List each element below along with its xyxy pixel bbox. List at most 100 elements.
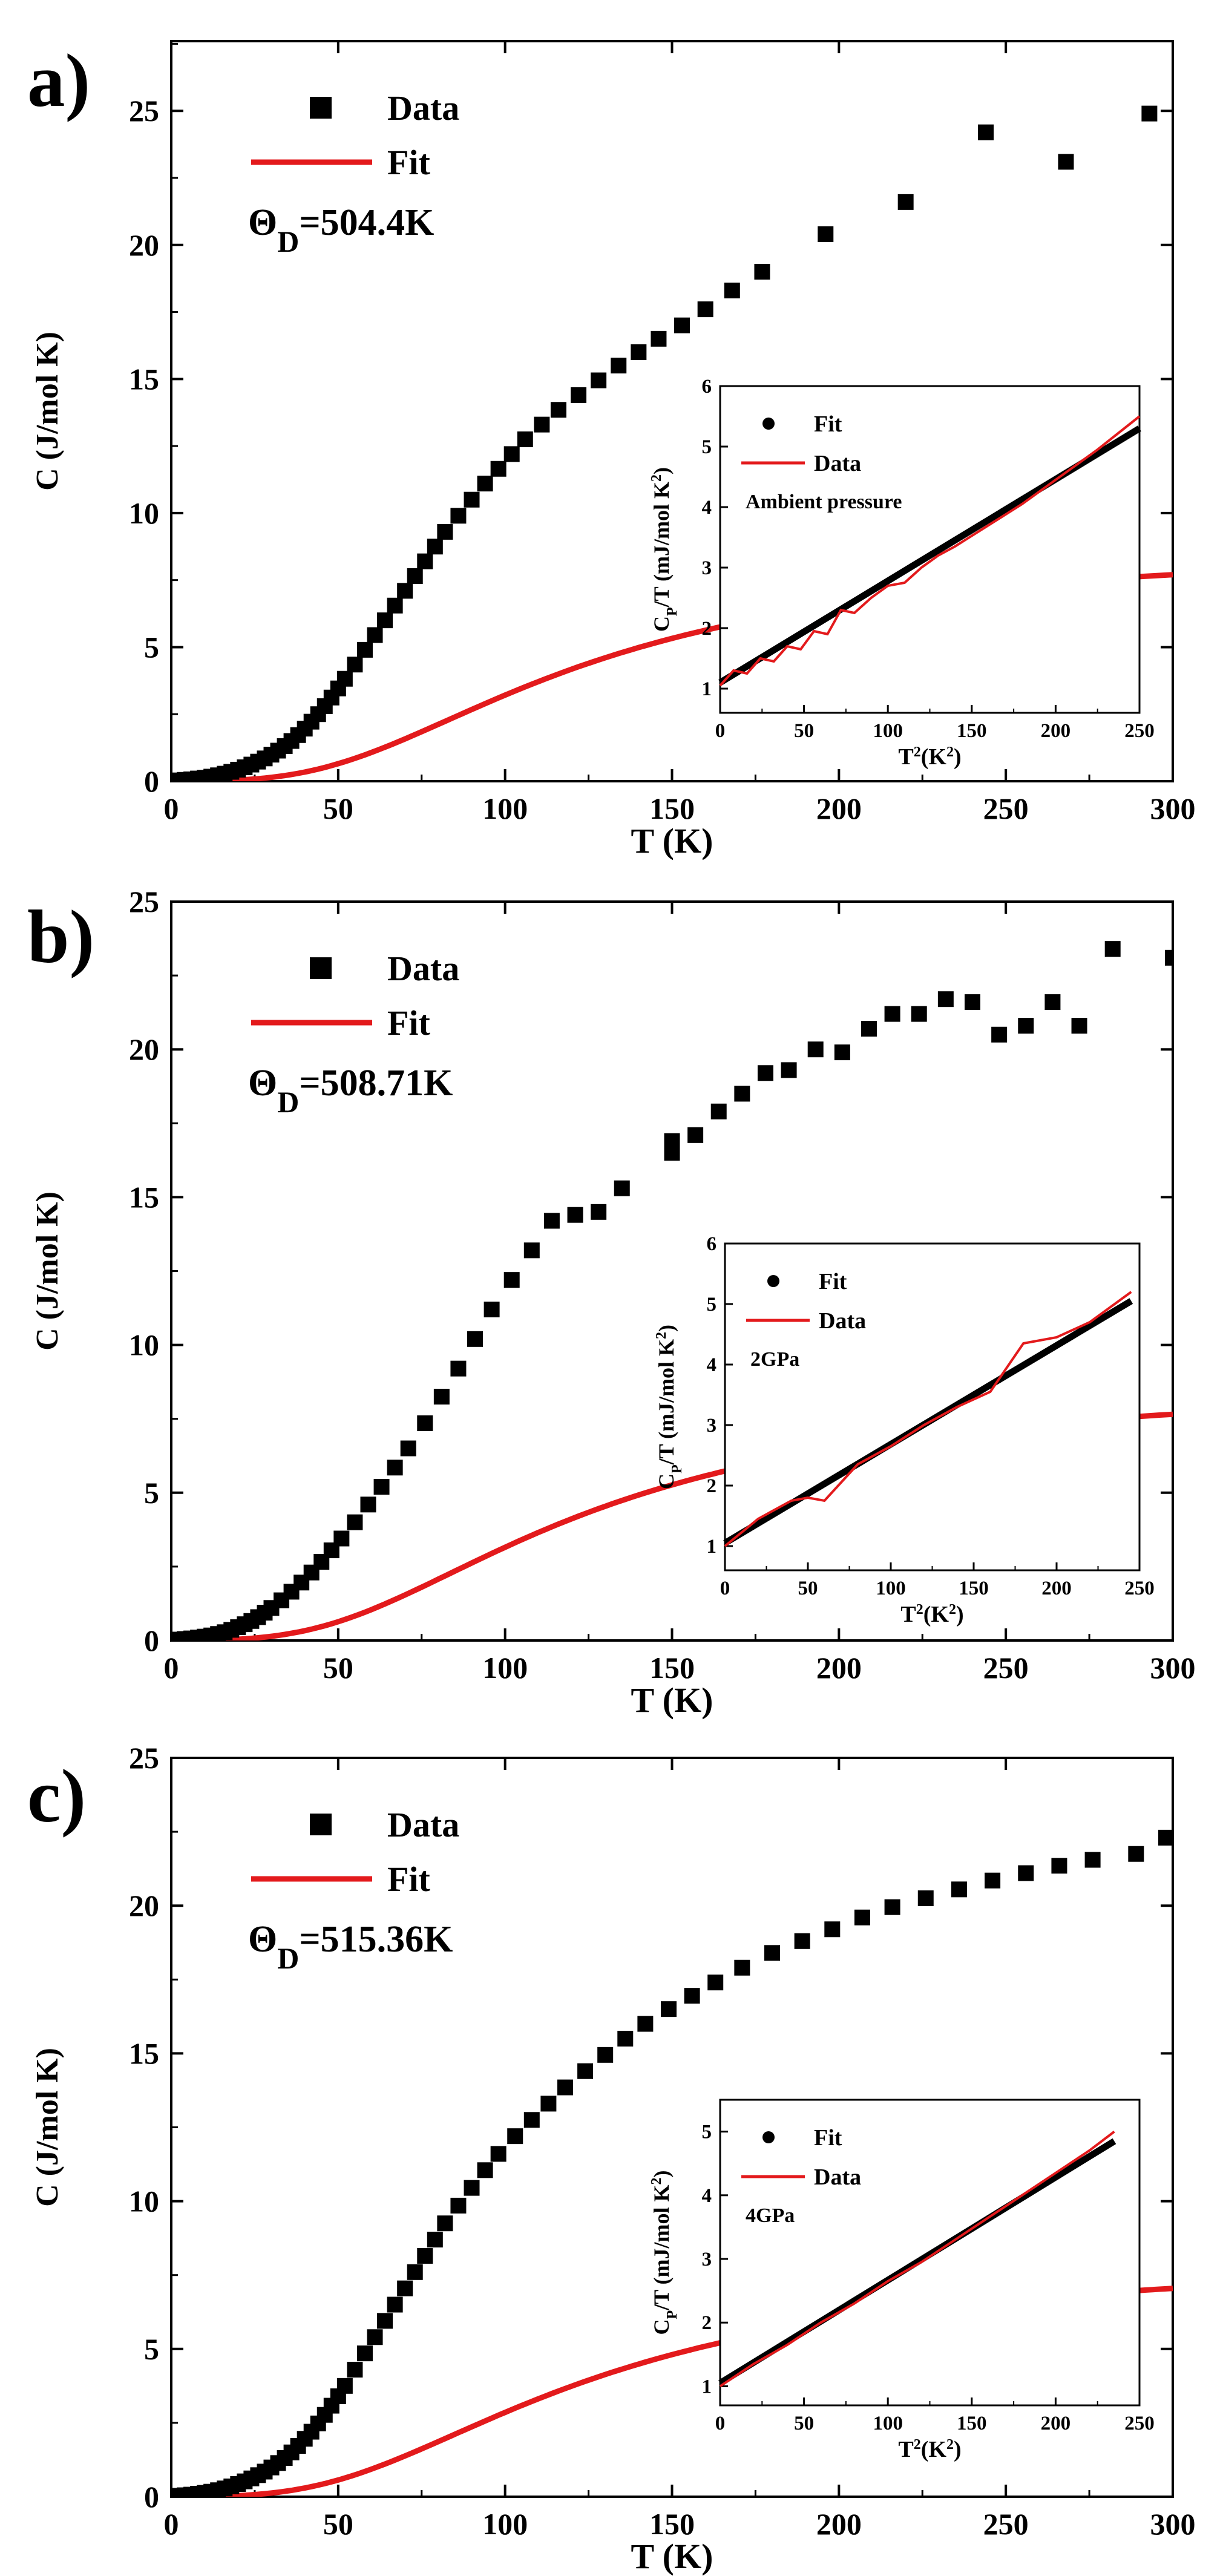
data-point bbox=[397, 583, 413, 599]
inset-data-curve bbox=[719, 415, 1141, 687]
x-axis-label: T (K) bbox=[631, 821, 713, 860]
data-point bbox=[754, 264, 770, 280]
legend-data-label: Data bbox=[387, 949, 459, 988]
data-point bbox=[450, 508, 467, 524]
data-point bbox=[764, 1945, 780, 1961]
inset-y-tick-label: 4 bbox=[707, 1354, 717, 1376]
inset-y-tick-label: 3 bbox=[702, 2249, 712, 2270]
data-point bbox=[336, 2378, 353, 2394]
data-point bbox=[503, 446, 520, 462]
data-markers bbox=[171, 941, 1173, 1640]
x-tick-label: 50 bbox=[323, 791, 353, 825]
inset-y-tick-label: 6 bbox=[702, 376, 712, 398]
data-point bbox=[477, 2162, 493, 2178]
data-point bbox=[965, 994, 980, 1011]
data-point bbox=[367, 2329, 383, 2345]
panel-label: b) bbox=[27, 896, 94, 979]
data-point bbox=[917, 1890, 934, 1906]
inset-x-axis-label: T2(K2) bbox=[898, 2437, 961, 2462]
legend-data-marker bbox=[310, 97, 332, 119]
data-point bbox=[637, 2016, 654, 2032]
data-point bbox=[651, 330, 667, 347]
data-point bbox=[734, 1959, 750, 1976]
y-tick-label: 15 bbox=[129, 362, 159, 396]
data-point bbox=[1051, 1858, 1067, 1874]
data-point bbox=[1018, 1865, 1034, 1881]
data-point bbox=[417, 2247, 433, 2264]
inset-y-tick-label: 5 bbox=[702, 436, 712, 458]
y-tick-label: 20 bbox=[129, 1032, 159, 1066]
x-tick-label: 0 bbox=[164, 1651, 179, 1685]
y-tick-label: 5 bbox=[144, 630, 159, 664]
x-tick-label: 50 bbox=[323, 1651, 353, 1685]
data-point bbox=[477, 476, 493, 492]
data-point bbox=[517, 431, 533, 448]
inset-x-tick-label: 250 bbox=[1124, 1578, 1155, 1599]
data-point bbox=[397, 2280, 413, 2296]
x-axis-label: T (K) bbox=[631, 2537, 713, 2576]
inset-legend-fit-label: Fit bbox=[814, 2125, 842, 2151]
y-axis-label: C (J/mol K) bbox=[30, 2048, 65, 2207]
data-point bbox=[674, 317, 690, 333]
debye-temperature-annotation: ΘD=508.71K bbox=[248, 1063, 453, 1119]
data-point bbox=[490, 2146, 507, 2162]
x-tick-label: 250 bbox=[983, 791, 1029, 825]
y-tick-label: 10 bbox=[129, 1328, 159, 1362]
data-point bbox=[854, 1909, 870, 1925]
inset-plot: 0 50 100 150 200 250 1 2 3 4 5 6 T2(K2) CP/T (mJ/mol … bbox=[654, 1233, 1155, 1627]
legend-data-marker bbox=[310, 1814, 332, 1835]
inset-y-axis-label: CP/T (mJ/mol K2) bbox=[654, 1325, 685, 1489]
data-point bbox=[550, 402, 566, 418]
inset-data-curve bbox=[724, 1291, 1132, 1547]
data-point bbox=[377, 612, 393, 629]
inset-legend-data-label: Data bbox=[814, 451, 861, 476]
y-tick-label: 20 bbox=[129, 228, 159, 262]
data-point bbox=[591, 372, 607, 388]
data-point bbox=[417, 553, 433, 569]
y-tick-label: 0 bbox=[144, 764, 159, 798]
data-point bbox=[484, 1301, 500, 1317]
inset-y-tick-label: 4 bbox=[702, 2185, 712, 2207]
data-markers bbox=[171, 1829, 1173, 2497]
inset-y-tick-label: 5 bbox=[702, 2122, 712, 2143]
data-point bbox=[437, 523, 453, 540]
data-point bbox=[356, 641, 373, 658]
x-tick-label: 300 bbox=[1150, 1651, 1196, 1685]
data-point bbox=[437, 2215, 453, 2232]
legend-fit-label: Fit bbox=[387, 143, 431, 182]
inset-data-curve bbox=[719, 2131, 1115, 2388]
data-point bbox=[687, 1127, 704, 1143]
panel-label: c) bbox=[27, 1755, 86, 1838]
data-point bbox=[818, 226, 834, 243]
data-point bbox=[540, 2096, 557, 2112]
x-tick-label: 100 bbox=[482, 791, 528, 825]
data-point bbox=[757, 1065, 773, 1081]
data-point bbox=[387, 1460, 403, 1476]
data-point bbox=[897, 194, 914, 210]
inset-x-tick-label: 100 bbox=[876, 1578, 906, 1599]
y-tick-label: 5 bbox=[144, 1476, 159, 1510]
inset-legend-fit-marker bbox=[762, 2131, 775, 2143]
inset-frame bbox=[719, 385, 1141, 714]
data-point bbox=[824, 1921, 841, 1938]
inset-legend-fit-marker bbox=[767, 1275, 779, 1287]
data-point bbox=[1084, 1852, 1101, 1868]
inset-y-tick-label: 3 bbox=[702, 557, 712, 579]
x-tick-label: 200 bbox=[816, 2507, 862, 2541]
y-tick-label: 0 bbox=[144, 1624, 159, 1657]
data-point bbox=[978, 124, 994, 140]
debye-temperature-annotation: ΘD=504.4K bbox=[248, 202, 434, 258]
data-point bbox=[417, 1415, 433, 1432]
data-point bbox=[347, 1514, 363, 1530]
inset-condition-label: 2GPa bbox=[750, 1348, 799, 1371]
data-point bbox=[336, 670, 353, 687]
legend-data-label: Data bbox=[387, 1805, 459, 1844]
data-point bbox=[407, 568, 423, 585]
inset-y-tick-label: 2 bbox=[707, 1475, 717, 1497]
data-point bbox=[373, 1479, 390, 1495]
data-point bbox=[631, 344, 647, 361]
data-point bbox=[356, 2345, 373, 2362]
inset-x-tick-label: 100 bbox=[873, 720, 903, 742]
